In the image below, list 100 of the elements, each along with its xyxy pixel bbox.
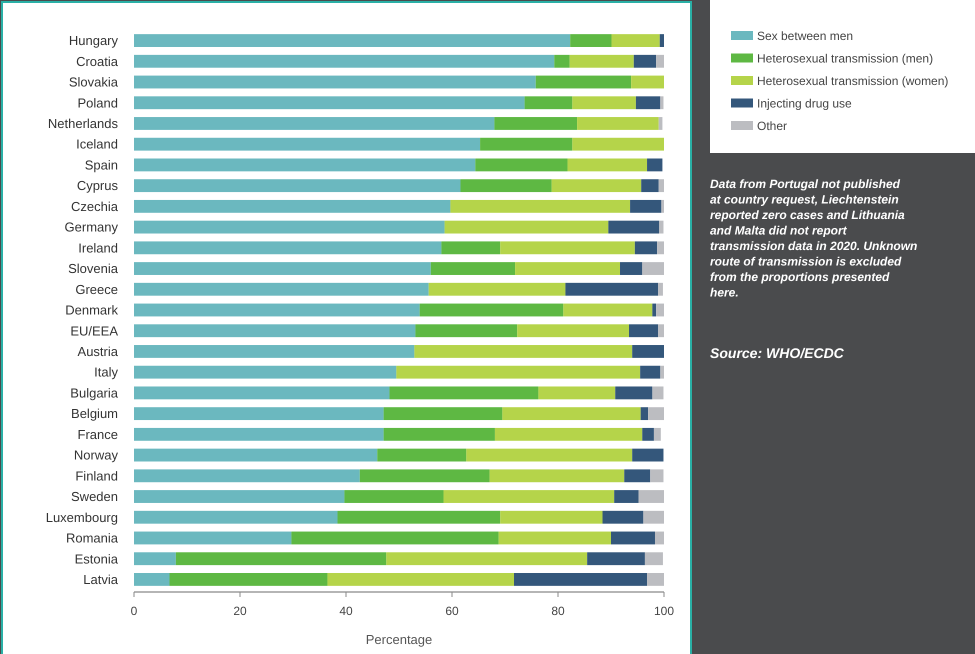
bar	[384, 428, 495, 441]
y-tick-label: Hungary	[68, 33, 118, 48]
bar	[636, 96, 660, 110]
bar	[441, 241, 500, 254]
bar	[475, 158, 568, 172]
bar	[647, 573, 664, 586]
y-tick-label: Ireland	[78, 240, 118, 256]
bar	[134, 573, 170, 586]
bar	[660, 366, 664, 379]
bar	[134, 448, 378, 462]
bar	[624, 469, 650, 482]
bar	[344, 490, 444, 503]
y-tick-label: France	[78, 426, 118, 442]
bar	[498, 532, 611, 544]
bar	[650, 469, 664, 482]
bar	[538, 386, 616, 400]
bar	[134, 282, 429, 296]
bar	[500, 510, 603, 524]
y-tick-label: Austria	[78, 344, 119, 359]
bar	[170, 573, 328, 586]
bar	[658, 282, 663, 296]
bar	[630, 200, 662, 213]
bar	[360, 469, 490, 482]
legend-label: Heterosexual transmission (women)	[757, 74, 948, 88]
legend-label: Sex between men	[757, 29, 854, 44]
y-tick-label: Finland	[75, 468, 118, 484]
bar	[291, 532, 499, 544]
y-tick-label: Greece	[75, 282, 118, 297]
bar	[552, 179, 642, 192]
bar	[629, 324, 658, 338]
x-axis-title: Percentage	[366, 632, 432, 647]
source-note: Source: WHO/ECDC	[710, 345, 845, 361]
bar	[134, 96, 525, 110]
bar	[524, 96, 572, 110]
bar	[450, 200, 630, 213]
bar	[634, 54, 656, 68]
x-tick-label: 0	[130, 604, 138, 618]
y-tick-label: Slovenia	[68, 261, 119, 276]
bar	[338, 510, 500, 524]
y-tick-label: Bulgaria	[70, 385, 119, 400]
bar	[608, 220, 660, 234]
bar	[640, 366, 660, 379]
bar	[638, 490, 664, 503]
bar	[652, 386, 664, 400]
bar	[502, 407, 641, 420]
bar	[658, 324, 664, 338]
bar	[490, 469, 624, 482]
bar	[632, 448, 664, 462]
bar	[480, 138, 572, 151]
y-tick-label: Romania	[66, 530, 119, 546]
bar	[494, 428, 642, 441]
bar	[640, 407, 648, 420]
bar	[134, 324, 416, 338]
bar	[614, 490, 639, 503]
y-tick-label: Croatia	[76, 54, 119, 69]
bar	[466, 448, 632, 462]
bar	[134, 158, 476, 172]
bar	[612, 34, 660, 47]
bar	[536, 76, 632, 88]
bar	[611, 532, 655, 544]
bar	[570, 34, 612, 47]
text: Data from Portugal not published at country request, Liechtenstein reported zero cases and Lithuania and Malta did not report transmission data in 2020. Unknown route of transmission is excluded from the proportions presented here.	[710, 177, 918, 300]
bar	[134, 428, 384, 441]
bar	[134, 532, 292, 544]
bar	[570, 54, 634, 68]
bar	[134, 117, 494, 130]
bar	[660, 96, 664, 110]
bar	[134, 407, 384, 420]
legend-label: Other	[757, 119, 788, 134]
bar	[647, 158, 662, 172]
bar	[500, 241, 635, 254]
bar	[514, 573, 648, 586]
bar	[658, 179, 664, 192]
y-tick-label: EU/EEA	[70, 323, 118, 338]
y-tick-label: Sweden	[71, 489, 118, 504]
bar	[563, 304, 652, 316]
y-tick-label: Spain	[84, 157, 118, 172]
bar	[134, 552, 176, 566]
bar	[134, 220, 445, 234]
bar	[460, 179, 552, 192]
y-tick-label: Luxembourg	[46, 510, 118, 525]
y-tick-label: Germany	[64, 220, 118, 235]
bar	[134, 241, 442, 254]
x-tick-label: 40	[339, 604, 353, 618]
bar	[620, 262, 642, 275]
bar	[661, 200, 664, 213]
x-tick-label: 60	[445, 604, 459, 618]
bar	[134, 304, 420, 316]
bar	[641, 179, 659, 192]
bar	[554, 54, 570, 68]
bar	[134, 386, 390, 400]
bar	[572, 96, 636, 110]
bar	[587, 552, 645, 566]
bar	[648, 407, 664, 420]
bar	[658, 117, 662, 130]
y-tick-label: Belgium	[71, 406, 118, 422]
y-tick-label: Estonia	[74, 551, 119, 566]
bar	[517, 324, 630, 338]
bar	[642, 428, 654, 441]
bar	[615, 386, 652, 400]
